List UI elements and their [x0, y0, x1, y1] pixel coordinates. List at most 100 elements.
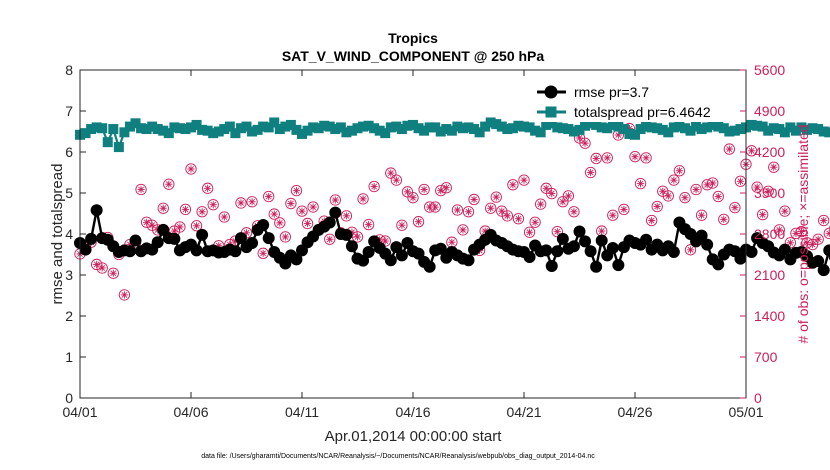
spread-point [158, 125, 169, 136]
rmse-point [823, 244, 830, 257]
spread-point [641, 121, 652, 132]
rmse-point [345, 240, 358, 253]
rmse-point [584, 245, 597, 258]
obs-count-point [679, 192, 691, 204]
spread-point [624, 128, 635, 139]
obs-count-point [457, 224, 469, 236]
obs-count-point [362, 218, 375, 231]
obs-count-point [324, 233, 336, 245]
spread-point [274, 124, 285, 135]
rmse-point [362, 246, 375, 259]
rmse-point [745, 246, 758, 259]
obs-count-point [329, 194, 341, 206]
spread-point [102, 137, 113, 148]
obs-count-point [668, 174, 680, 186]
obs-count-point [523, 226, 536, 238]
spread-point [574, 124, 585, 135]
y-tick-label: 3 [65, 267, 73, 283]
spread-point [774, 124, 785, 135]
spread-point [513, 120, 524, 131]
obs-count-point [646, 214, 658, 227]
rmse-point [384, 254, 397, 267]
rmse-point [423, 260, 436, 273]
spread-point [563, 124, 574, 135]
rmse-point [734, 252, 747, 265]
obs-count-point [601, 152, 613, 164]
spread-point [546, 118, 557, 129]
obs-count-point [185, 163, 197, 175]
obs-count-point [407, 192, 419, 204]
rmse-point [129, 234, 142, 247]
obs-count-point [118, 289, 131, 301]
spread-point [685, 125, 696, 136]
obs-count-point [418, 183, 430, 196]
rmse-point [712, 258, 725, 271]
y2-tick-label: 4900 [754, 103, 785, 119]
spread-point [635, 124, 646, 135]
obs-count-point [296, 205, 308, 217]
spread-point [202, 125, 213, 136]
x-tick-label: 04/21 [506, 404, 541, 420]
obs-count-point [207, 199, 219, 211]
spread-point [441, 124, 452, 135]
spread-point [374, 125, 385, 136]
spread-point [147, 121, 158, 132]
spread-point [630, 129, 640, 140]
y2-tick-label: 2100 [754, 267, 785, 283]
spread-point [208, 128, 219, 139]
y-tick-label: 8 [65, 62, 73, 78]
rmse-point [812, 255, 825, 268]
spread-point [729, 125, 740, 136]
obs-count-point [629, 151, 641, 163]
spread-point [541, 119, 552, 130]
obs-count-point [368, 180, 380, 193]
obs-count-point [690, 183, 702, 196]
obs-count-point [745, 145, 758, 157]
obs-count-point [285, 197, 297, 210]
spread-point [169, 122, 180, 133]
obs-count-point [218, 211, 230, 223]
spread-point [408, 119, 418, 130]
obs-count-point [412, 216, 425, 228]
obs-count-point [584, 166, 597, 179]
obs-count-point [818, 214, 830, 227]
spread-point [507, 123, 518, 134]
obs-count-point [135, 183, 147, 196]
rmse-point [234, 232, 247, 245]
spread-point [319, 120, 330, 131]
obs-count-point [174, 221, 186, 233]
rmse-point [357, 254, 370, 267]
spread-point [224, 121, 235, 132]
rmse-point [595, 234, 608, 247]
spread-point [230, 128, 241, 139]
obs-count-point [246, 196, 258, 208]
obs-count-point [268, 208, 280, 220]
spread-point [696, 124, 707, 135]
y2-tick-label: 3500 [754, 185, 785, 201]
spread-point [197, 124, 208, 135]
spread-point [280, 121, 291, 132]
obs-count-point [462, 206, 475, 218]
y-tick-label: 4 [65, 226, 73, 242]
rmse-point [540, 244, 553, 257]
spread-point [657, 124, 668, 135]
spread-point [396, 124, 407, 135]
obs-count-point [718, 213, 730, 226]
rmse-point [579, 235, 592, 248]
spread-point [591, 119, 602, 130]
obs-count-point [673, 165, 686, 177]
spread-point [341, 127, 352, 138]
rmse-point [434, 242, 447, 255]
obs-count-point [279, 231, 291, 243]
y-tick-label: 1 [65, 349, 73, 365]
spread-point [430, 122, 441, 133]
spread-point [380, 128, 391, 139]
obs-count-point [396, 219, 408, 231]
spread-point [763, 125, 774, 136]
spread-point [141, 124, 152, 135]
obs-count-point [501, 210, 513, 222]
obs-count-point [823, 227, 830, 240]
obs-count-point [390, 174, 402, 186]
spread-point [707, 119, 718, 130]
spread-point [297, 128, 307, 139]
